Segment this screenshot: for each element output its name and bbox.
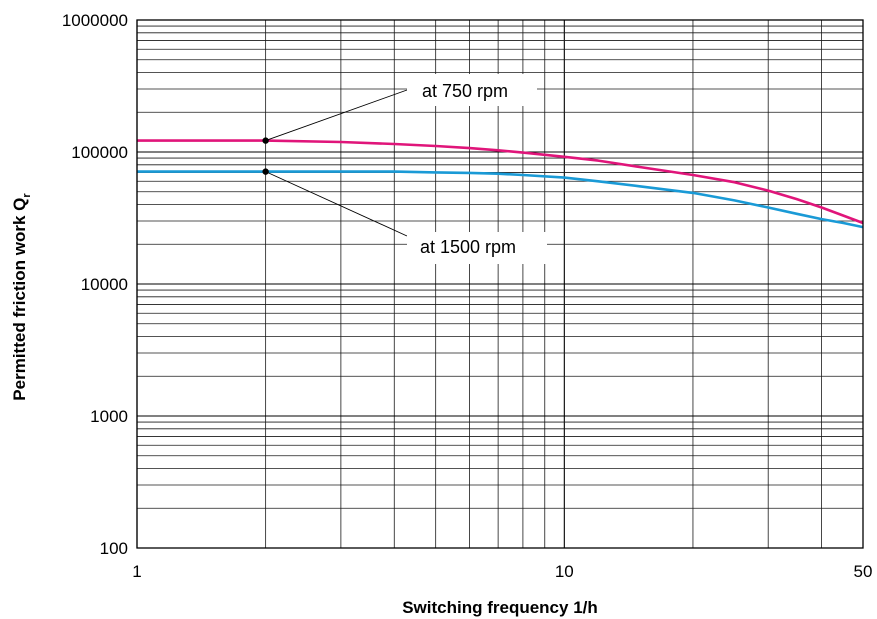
y-tick-label: 100 — [100, 539, 128, 558]
annotation-label-box — [407, 232, 547, 264]
y-axis-label-main: Permitted friction work Q — [10, 198, 29, 401]
annotations: at 750 rpm at 1500 rpm — [262, 74, 547, 264]
annotation-marker — [262, 168, 269, 175]
y-tick-label: 1000000 — [62, 11, 128, 30]
y-axis-label-subscript: r — [21, 193, 33, 198]
x-tick-label: 10 — [555, 562, 574, 581]
annotation-leader-line — [265, 171, 408, 237]
annotation-label-box — [407, 74, 537, 106]
x-tick-label: 50 — [854, 562, 873, 581]
grid — [136, 19, 864, 549]
series-layer — [137, 139, 864, 229]
annotation-label: at 750 rpm — [422, 81, 508, 101]
y-tick-label: 1000 — [90, 407, 128, 426]
x-axis-ticks: 1 10 50 — [132, 562, 872, 581]
series-line-1500-rpm — [137, 170, 864, 229]
series-line-750-rpm — [137, 139, 864, 225]
y-axis-label-group: Permitted friction work Qr — [10, 193, 33, 401]
y-tick-label: 100000 — [71, 143, 128, 162]
annotation-leader-line — [265, 89, 408, 142]
plot-frame — [136, 19, 864, 549]
y-axis-label: Permitted friction work Qr — [10, 193, 33, 401]
annotation-label: at 1500 rpm — [420, 237, 516, 257]
x-tick-label: 1 — [132, 562, 141, 581]
x-axis-label: Switching frequency 1/h — [402, 598, 598, 617]
annotation-marker — [262, 137, 269, 144]
y-tick-label: 10000 — [81, 275, 128, 294]
y-axis-ticks: 100 1000 10000 100000 1000000 — [62, 11, 128, 558]
